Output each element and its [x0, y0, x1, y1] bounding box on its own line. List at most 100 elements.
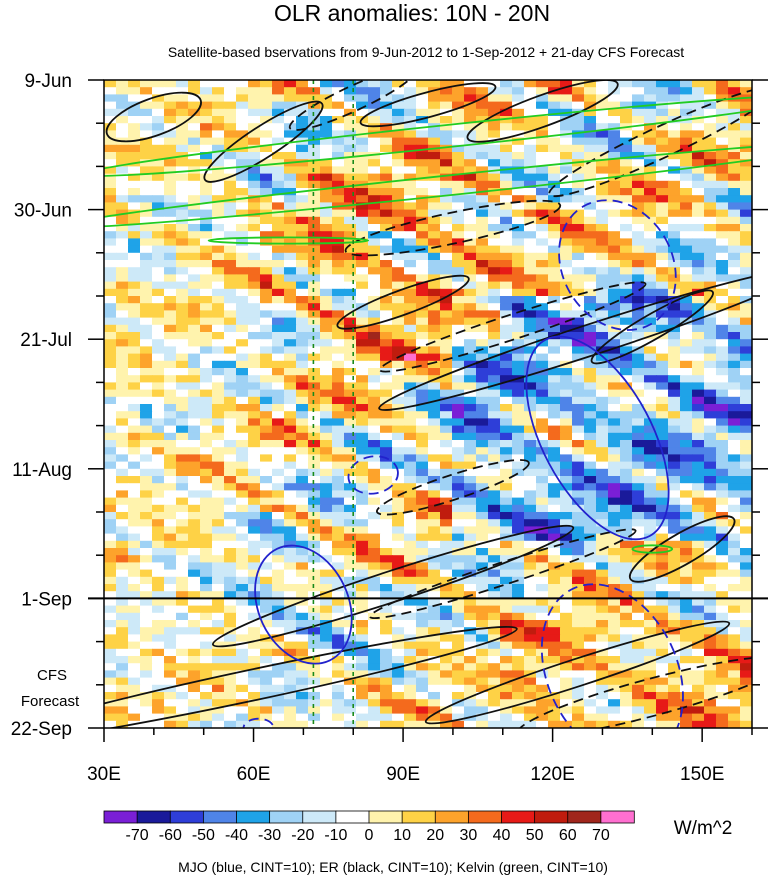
heatmap-cell	[668, 404, 681, 412]
heatmap-cell	[272, 396, 285, 405]
heatmap-cell	[524, 159, 537, 167]
heatmap-cell	[332, 267, 345, 275]
heatmap-cell	[440, 713, 453, 722]
heatmap-cell	[716, 296, 729, 304]
heatmap-cell	[116, 584, 129, 592]
heatmap-cell	[200, 173, 213, 182]
heatmap-cell	[500, 375, 513, 383]
heatmap-cell	[584, 195, 597, 203]
heatmap-cell	[620, 188, 633, 196]
heatmap-cell	[284, 353, 297, 362]
heatmap-cell	[272, 562, 285, 571]
heatmap-cell	[236, 533, 249, 542]
heatmap-cell	[320, 454, 333, 463]
heatmap-cell	[704, 216, 717, 225]
heatmap-cell	[512, 339, 525, 347]
heatmap-cell	[140, 663, 153, 671]
heatmap-cell	[104, 670, 117, 679]
heatmap-cell	[416, 281, 429, 290]
heatmap-cell	[200, 267, 213, 275]
heatmap-cell	[476, 684, 489, 693]
heatmap-cell	[596, 339, 609, 347]
heatmap-cell	[104, 490, 117, 499]
heatmap-cell	[548, 116, 561, 124]
heatmap-cell	[632, 159, 645, 167]
heatmap-cell	[380, 540, 393, 549]
heatmap-cell	[104, 476, 117, 484]
heatmap-cell	[452, 418, 465, 427]
heatmap-cell	[200, 339, 213, 347]
heatmap-cell	[260, 540, 273, 549]
heatmap-cell	[464, 310, 477, 319]
heatmap-cell	[224, 375, 237, 383]
heatmap-cell	[332, 296, 345, 304]
heatmap-cell	[632, 490, 645, 499]
heatmap-cell	[272, 180, 285, 189]
heatmap-cell	[368, 519, 381, 527]
heatmap-cell	[236, 620, 249, 628]
heatmap-cell	[608, 209, 621, 218]
heatmap-cell	[164, 526, 177, 535]
heatmap-cell	[644, 720, 657, 728]
heatmap-cell	[104, 195, 117, 203]
heatmap-cell	[224, 274, 237, 283]
heatmap-cell	[608, 612, 621, 621]
heatmap-cell	[680, 94, 693, 103]
heatmap-cell	[296, 533, 309, 542]
heatmap-cell	[296, 238, 309, 247]
heatmap-cell	[260, 260, 273, 268]
heatmap-cell	[200, 461, 213, 470]
heatmap-cell	[440, 555, 453, 563]
heatmap-cell	[692, 512, 705, 520]
heatmap-cell	[680, 605, 693, 614]
heatmap-cell	[716, 454, 729, 463]
heatmap-cell	[452, 137, 465, 146]
heatmap-cell	[512, 159, 525, 167]
heatmap-cell	[656, 346, 669, 355]
heatmap-cell	[260, 188, 273, 196]
heatmap-cell	[476, 562, 489, 571]
heatmap-cell	[548, 238, 561, 247]
heatmap-cell	[236, 231, 249, 239]
heatmap-cell	[200, 533, 213, 542]
heatmap-cell	[284, 339, 297, 347]
heatmap-cell	[104, 245, 117, 254]
heatmap-cell	[596, 94, 609, 103]
heatmap-cell	[188, 476, 201, 484]
heatmap-cell	[272, 252, 285, 261]
heatmap-cell	[584, 648, 597, 657]
heatmap-cell	[536, 713, 549, 722]
heatmap-cell	[728, 483, 741, 491]
heatmap-cell	[452, 245, 465, 254]
heatmap-cell	[548, 497, 561, 506]
heatmap-cell	[464, 375, 477, 383]
chart-subtitle: Satellite-based bservations from 9-Jun-2…	[168, 44, 684, 60]
heatmap-cell	[368, 80, 381, 88]
heatmap-cell	[596, 598, 609, 607]
heatmap-cell	[584, 310, 597, 319]
heatmap-cell	[428, 576, 441, 585]
heatmap-cell	[572, 368, 585, 376]
heatmap-cell	[560, 404, 573, 412]
heatmap-cell	[428, 245, 441, 254]
heatmap-cell	[236, 332, 249, 340]
heatmap-cell	[212, 195, 225, 203]
heatmap-cell	[104, 152, 117, 160]
heatmap-cell	[356, 497, 369, 506]
heatmap-cell	[512, 706, 525, 715]
heatmap-cell	[548, 159, 561, 167]
heatmap-cell	[668, 512, 681, 520]
heatmap-cell	[416, 324, 429, 333]
heatmap-cell	[320, 202, 333, 211]
heatmap-cell	[620, 303, 633, 311]
heatmap-cell	[368, 540, 381, 549]
heatmap-cell	[536, 706, 549, 715]
heatmap-cell	[248, 468, 261, 477]
heatmap-cell	[452, 483, 465, 491]
heatmap-cell	[236, 346, 249, 355]
heatmap-cell	[740, 224, 752, 232]
heatmap-cell	[236, 216, 249, 225]
heatmap-cell	[392, 706, 405, 715]
heatmap-cell	[464, 260, 477, 268]
heatmap-cell	[716, 94, 729, 103]
